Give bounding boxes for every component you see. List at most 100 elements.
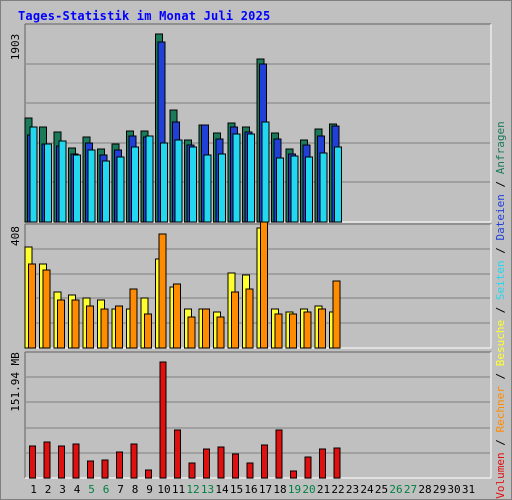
bar-seiten-day-17 [261, 121, 270, 223]
x-tick-label-day-28: 28 [418, 483, 431, 496]
bar-volumen-day-1 [29, 445, 36, 479]
x-tick-label-day-15: 15 [230, 483, 243, 496]
bar-rechner-day-8 [129, 288, 138, 349]
bar-seiten-day-10 [160, 142, 168, 223]
bar-rechner-day-5 [86, 305, 94, 349]
x-tick-label-day-27: 27 [404, 483, 417, 496]
legend-requests: Anfragen [494, 121, 507, 174]
x-tick-label-day-10: 10 [157, 483, 170, 496]
x-tick-label-day-12: 12 [186, 483, 199, 496]
bar-rechner-day-3 [57, 299, 65, 349]
bar-rechner-day-15 [231, 291, 239, 349]
bar-rechner-day-10 [158, 233, 167, 349]
bar-seiten-day-19 [290, 155, 299, 223]
bar-seiten-day-7 [116, 156, 125, 223]
bar-seiten-day-22 [334, 146, 342, 223]
bar-volumen-day-16 [246, 462, 254, 479]
legend-visits: Besuche [494, 320, 507, 366]
bar-seiten-day-6 [102, 160, 110, 223]
legend-sep-3: / [494, 300, 507, 313]
bar-rechner-day-20 [303, 311, 312, 349]
bar-rechner-day-17 [260, 221, 268, 349]
panel3-background [25, 352, 491, 478]
bar-rechner-day-11 [173, 283, 181, 349]
bar-volumen-day-20 [304, 456, 312, 479]
x-tick-label-day-19: 19 [288, 483, 301, 496]
bar-rechner-day-12 [187, 316, 196, 349]
panel1-ymax-label: 1903 [9, 34, 22, 61]
x-tick-label-day-5: 5 [88, 483, 95, 496]
bar-seiten-day-20 [305, 156, 313, 223]
bar-volumen-day-6 [101, 459, 109, 479]
x-tick-label-day-29: 29 [433, 483, 446, 496]
bar-volumen-day-13 [203, 448, 210, 479]
legend-sep-5: / [494, 174, 507, 187]
legend-sep-1: / [494, 433, 507, 446]
bar-seiten-day-4 [73, 154, 81, 223]
bar-volumen-day-12 [188, 462, 196, 479]
x-tick-label-day-18: 18 [273, 483, 286, 496]
x-tick-label-day-16: 16 [244, 483, 257, 496]
x-tick-label-day-25: 25 [375, 483, 388, 496]
bar-rechner-day-16 [245, 288, 254, 349]
bar-seiten-day-11 [174, 139, 183, 223]
bar-volumen-day-17 [261, 444, 268, 479]
bar-volumen-day-3 [58, 445, 65, 479]
bar-seiten-day-14 [218, 153, 226, 223]
bar-rechner-day-19 [289, 313, 297, 349]
bar-volumen-day-22 [333, 447, 341, 479]
bar-seiten-day-8 [131, 146, 139, 223]
bar-volumen-day-14 [217, 446, 225, 479]
bar-seiten-day-5 [87, 149, 96, 223]
bar-volumen-day-10 [159, 361, 167, 479]
x-tick-label-day-1: 1 [30, 483, 37, 496]
bar-rechner-day-1 [28, 263, 36, 349]
bar-volumen-day-2 [43, 441, 51, 479]
legend-sep-2: / [494, 366, 507, 379]
x-tick-label-day-26: 26 [389, 483, 402, 496]
bar-volumen-day-15 [232, 453, 239, 479]
bar-rechner-day-6 [100, 308, 109, 349]
bar-seiten-day-13 [203, 154, 212, 223]
x-tick-label-day-14: 14 [215, 483, 229, 496]
x-tick-label-day-31: 31 [462, 483, 475, 496]
chart-title: Tages-Statistik im Monat Juli 2025 [18, 9, 271, 23]
bar-rechner-day-7 [115, 305, 123, 349]
x-tick-label-day-22: 22 [331, 483, 344, 496]
bar-seiten-day-2 [44, 143, 52, 223]
x-tick-label-day-24: 24 [360, 483, 374, 496]
bar-volumen-day-11 [174, 429, 181, 479]
x-tick-label-day-9: 9 [146, 483, 153, 496]
legend-sep-4: / [494, 240, 507, 253]
bar-seiten-day-12 [189, 146, 197, 223]
bar-rechner-day-18 [274, 313, 283, 349]
x-tick-label-day-6: 6 [103, 483, 110, 496]
bar-seiten-day-3 [58, 140, 67, 223]
x-tick-label-day-23: 23 [346, 483, 359, 496]
panel3-ymax-label: 151.94 MB [9, 352, 22, 412]
bar-rechner-day-4 [71, 299, 80, 349]
bar-rechner-day-22 [332, 280, 341, 349]
bar-seiten-day-9 [145, 135, 154, 223]
x-tick-label-day-4: 4 [74, 483, 81, 496]
legend-volume: Volumen [494, 452, 507, 498]
x-tick-label-day-30: 30 [447, 483, 460, 496]
x-tick-label-day-2: 2 [45, 483, 52, 496]
bar-rechner-day-14 [216, 316, 225, 349]
x-tick-label-day-21: 21 [317, 483, 330, 496]
bar-volumen-day-5 [87, 460, 94, 479]
panel2-ymax-label: 408 [9, 226, 22, 246]
bar-rechner-day-13 [202, 308, 210, 349]
right-legend: Volumen / Rechner / Besuche / Seiten / D… [494, 121, 507, 499]
x-tick-label-day-17: 17 [259, 483, 272, 496]
bar-volumen-day-7 [116, 451, 123, 479]
x-tick-label-day-3: 3 [59, 483, 66, 496]
legend-sites: Rechner [494, 386, 507, 433]
x-tick-label-day-13: 13 [201, 483, 214, 496]
x-tick-label-day-7: 7 [117, 483, 124, 496]
bar-volumen-day-8 [130, 443, 138, 479]
bar-volumen-day-21 [319, 448, 326, 479]
bar-rechner-day-2 [42, 269, 51, 349]
bar-seiten-day-1 [29, 126, 38, 223]
